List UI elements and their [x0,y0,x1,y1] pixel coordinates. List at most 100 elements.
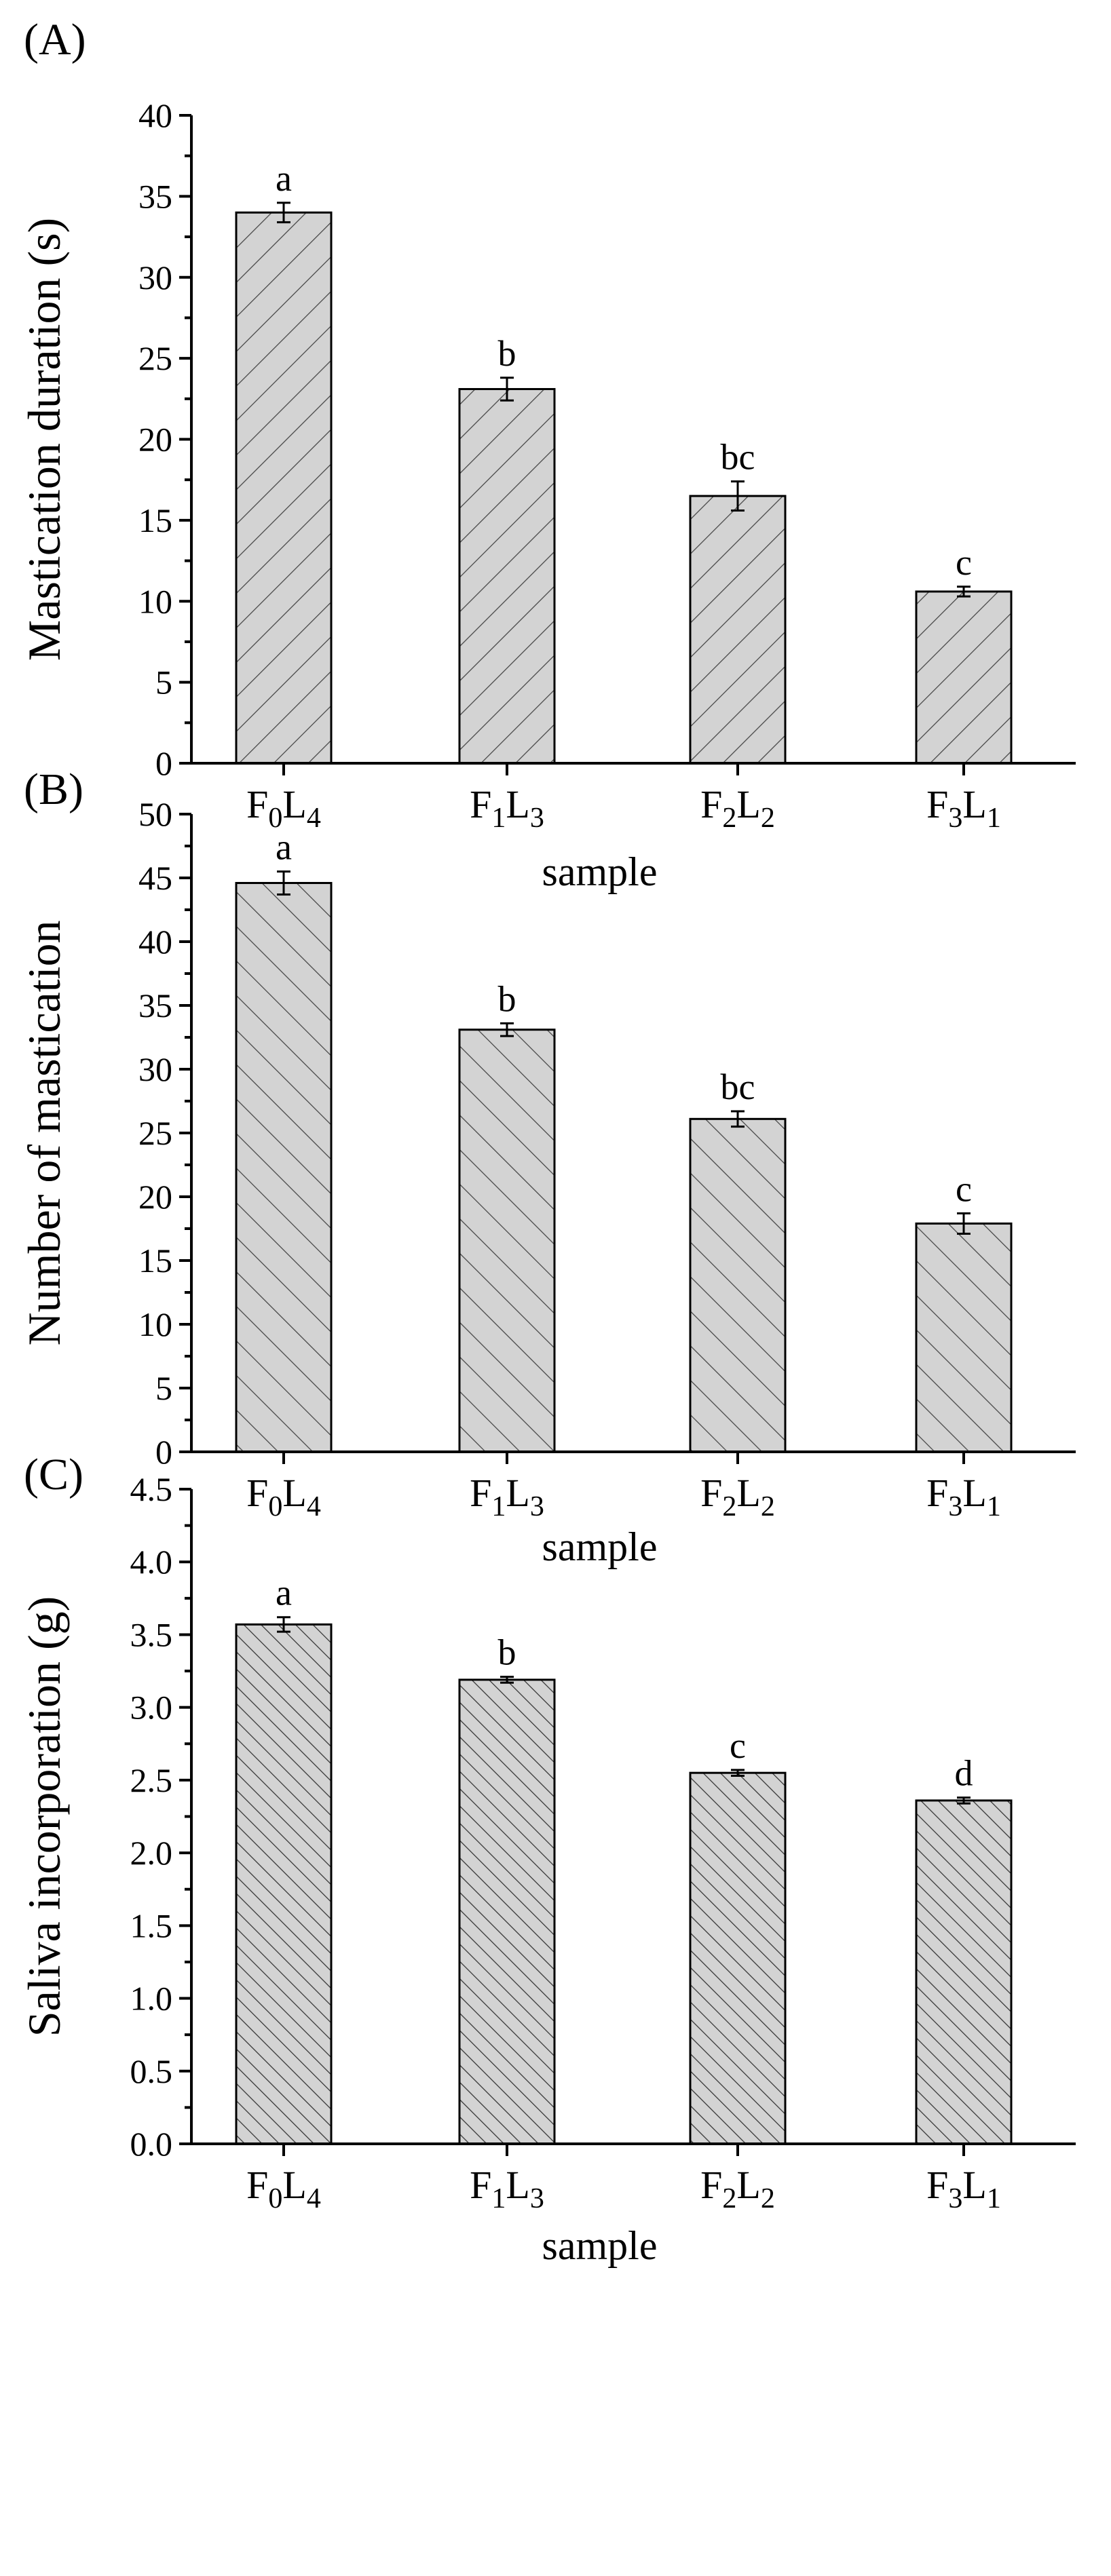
bar-3 [689,1117,787,1453]
y-tick-label: 15 [138,501,172,539]
significance-letter-1: a [276,158,292,199]
significance-letter-3: c [730,1725,746,1766]
y-tick-label: 3.0 [130,1689,173,1727]
x-tick-label-letter: L [282,1471,306,1515]
x-tick-label-subscript: 1 [987,1491,1001,1522]
y-tick-label: 4.0 [130,1543,173,1581]
bar-4 [915,1799,1013,2145]
y-tick-label: 45 [138,859,172,897]
y-tick-label: 0.0 [130,2125,173,2163]
y-tick-label: 4.5 [130,1470,173,1508]
x-tick-label-letter: L [282,782,306,826]
y-tick-label: 0 [155,1433,172,1471]
x-axis-label: sample [542,849,658,894]
x-tick-label-subscript: 3 [948,1491,962,1522]
significance-letter-4: d [955,1753,973,1794]
y-tick-label: 25 [138,339,172,377]
x-tick-label-letter: L [282,2163,306,2207]
x-tick-label-letter: F [246,782,268,826]
y-axis-label: Saliva incorporation (g) [18,1596,70,2037]
x-tick-label-letter: L [506,782,529,826]
x-tick-label-subscript: 0 [268,2183,282,2214]
x-tick-label-subscript: 4 [307,1491,321,1522]
x-tick-label-letter: L [962,1471,986,1515]
y-tick-label: 5 [155,1369,172,1407]
y-tick-label: 35 [138,177,172,215]
y-tick-label: 15 [138,1242,172,1280]
panel-label: (C) [24,1450,83,1499]
significance-letter-1: a [276,1573,292,1613]
x-tick-label-letter: F [926,782,948,826]
x-tick-label-subscript: 0 [268,1491,282,1522]
bar-3 [689,495,787,765]
bar-2 [458,1029,556,1453]
x-tick-label-letter: F [246,1471,268,1515]
x-tick-label-subscript: 3 [948,803,962,834]
bar-1 [235,211,333,765]
x-tick-label-letter: F [470,2163,491,2207]
y-tick-label: 40 [138,96,172,134]
x-tick-label-letter: F [470,782,491,826]
x-tick-label-letter: F [700,2163,722,2207]
y-tick-label: 3.5 [130,1615,173,1653]
x-tick-label-letter: F [700,1471,722,1515]
x-tick-label: F3L1 [926,1471,1001,1522]
y-tick-label: 30 [138,1050,172,1088]
x-tick-label-letter: L [736,1471,760,1515]
significance-letter-4: c [956,542,972,583]
bar-4 [915,590,1013,765]
x-tick-label: F2L2 [700,2163,775,2214]
y-tick-label: 30 [138,258,172,296]
x-axis-label: sample [542,2223,658,2268]
x-tick-label-subscript: 3 [948,2183,962,2214]
x-tick-label: F3L1 [926,782,1001,834]
x-tick-label-letter: L [506,2163,529,2207]
x-tick-label-subscript: 1 [987,2183,1001,2214]
x-tick-label: F0L4 [246,2163,321,2214]
x-tick-label-subscript: 1 [491,803,506,834]
x-tick-label-letter: L [962,2163,986,2207]
y-tick-label: 20 [138,421,172,459]
x-tick-label-letter: F [926,1471,948,1515]
significance-letter-2: b [498,1632,516,1673]
y-tick-label: 1.0 [130,1980,173,2018]
x-tick-label-subscript: 2 [761,2183,775,2214]
x-tick-label-subscript: 1 [491,1491,506,1522]
x-tick-label-subscript: 3 [530,1491,544,1522]
y-tick-label: 10 [138,582,172,620]
y-tick-label: 35 [138,986,172,1024]
x-tick-label-subscript: 2 [722,2183,736,2214]
x-tick-label-subscript: 2 [761,1491,775,1522]
x-tick-label-subscript: 1 [491,2183,506,2214]
x-tick-label-letter: F [926,2163,948,2207]
x-tick-label-subscript: 2 [722,1491,736,1522]
x-tick-label: F1L3 [470,782,544,834]
x-tick-label-subscript: 1 [987,803,1001,834]
x-tick-label-subscript: 4 [307,803,321,834]
x-tick-label-subscript: 2 [761,803,775,834]
y-axis-label: Mastication duration (s) [18,218,70,661]
bar-2 [458,387,556,765]
significance-letter-2: b [498,333,516,374]
y-tick-label: 2.0 [130,1834,173,1872]
panel-label: (B) [24,765,83,814]
bar-4 [915,1222,1013,1453]
x-tick-label: F1L3 [470,2163,544,2214]
x-tick-label-letter: F [246,2163,268,2207]
significance-letter-3: bc [721,437,755,478]
y-tick-label: 2.5 [130,1761,173,1799]
x-tick-label-letter: L [736,782,760,826]
y-tick-label: 10 [138,1305,172,1343]
x-tick-label-subscript: 0 [268,803,282,834]
x-tick-label: F0L4 [246,782,321,834]
significance-letter-4: c [956,1168,972,1209]
y-tick-label: 40 [138,923,172,961]
y-axis-label: Number of mastication [18,921,70,1346]
y-tick-label: 20 [138,1178,172,1216]
y-tick-label: 5 [155,664,172,701]
x-tick-label: F0L4 [246,1471,321,1522]
x-tick-label-letter: L [506,1471,529,1515]
y-tick-label: 50 [138,795,172,833]
